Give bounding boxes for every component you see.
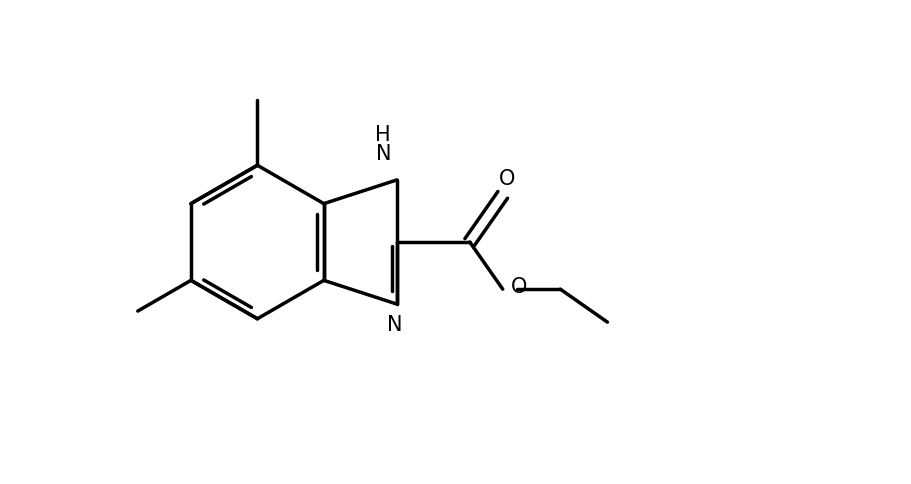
Text: N: N bbox=[387, 315, 403, 335]
Text: O: O bbox=[498, 168, 515, 189]
Text: O: O bbox=[510, 277, 527, 297]
Text: H
N: H N bbox=[375, 125, 391, 164]
